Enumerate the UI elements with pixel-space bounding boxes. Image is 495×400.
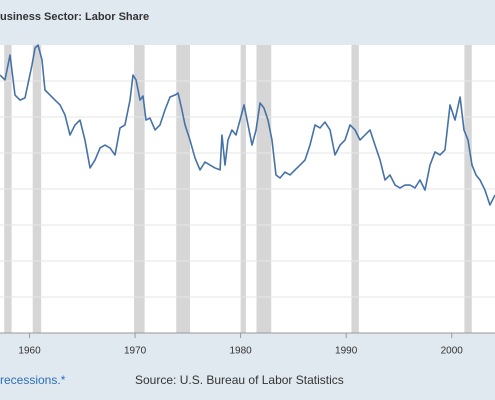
data-line [0,44,495,206]
chart-title: usiness Sector: Labor Share [0,11,149,23]
x-tick-label: 2000 [441,346,464,357]
x-tick-label: 1980 [230,346,253,357]
x-tick-label: 1990 [335,346,358,357]
x-tick-label: 1970 [124,346,147,357]
x-tick-label: 1960 [18,346,41,357]
source: Source: U.S. Bureau of Labor Statistics [135,373,344,387]
recession-note[interactable]: recessions.* [0,373,66,387]
